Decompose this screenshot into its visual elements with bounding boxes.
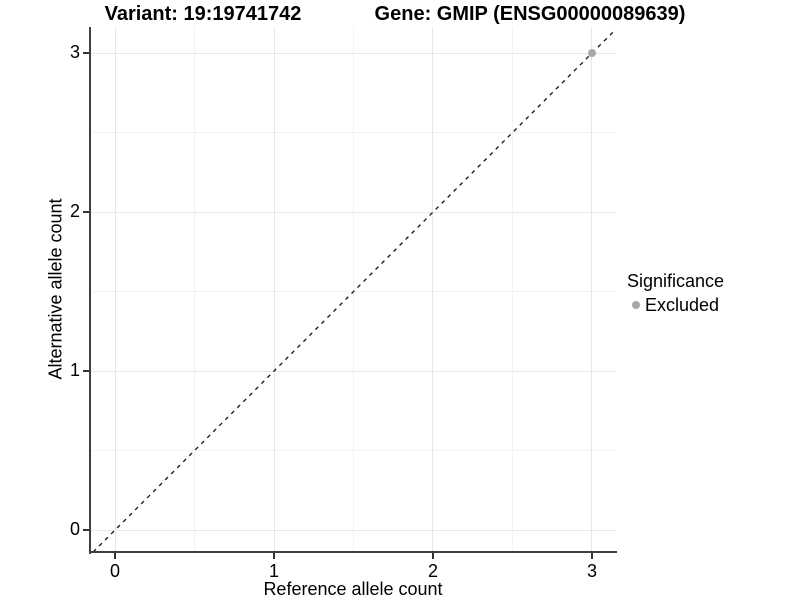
legend-swatch-icon [632, 301, 640, 309]
y-major-gridline [91, 211, 616, 213]
x-tick-label: 2 [427, 561, 438, 581]
legend: Significance Excluded [627, 271, 724, 316]
x-tick-mark [591, 553, 593, 559]
x-axis-title: Reference allele count [263, 579, 443, 599]
x-major-gridline [432, 27, 434, 552]
legend-item-label: Excluded [645, 294, 720, 315]
x-tick-label: 3 [586, 561, 597, 581]
y-tick-mark [83, 52, 89, 54]
y-tick-label: 0 [69, 519, 80, 540]
y-minor-gridline [91, 132, 616, 134]
y-axis-title: Alternative allele count [45, 198, 66, 380]
x-tick-mark [432, 553, 434, 559]
plot-title-gene: Gene: GMIP (ENSG00000089639) [374, 3, 686, 25]
plot-panel [91, 27, 616, 552]
x-minor-gridline [511, 27, 513, 552]
x-tick-label: 1 [268, 561, 279, 581]
x-axis-line [89, 551, 617, 553]
legend-title: Significance [627, 271, 725, 291]
y-major-gridline [91, 370, 616, 372]
y-tick-label: 1 [69, 360, 80, 381]
x-tick-mark [114, 553, 116, 559]
x-tick-mark [273, 553, 275, 559]
y-axis-line [89, 27, 91, 554]
y-minor-gridline [91, 450, 616, 452]
identity-dashed-line [92, 28, 616, 552]
legend-item: Excluded [627, 294, 724, 316]
y-major-gridline [91, 529, 616, 531]
y-tick-mark [83, 370, 89, 372]
y-tick-label: 2 [69, 201, 80, 222]
x-major-gridline [273, 27, 275, 552]
y-tick-label: 3 [69, 42, 80, 63]
plot-title-variant: Variant: 19:19741742 [104, 3, 302, 25]
x-major-gridline [591, 27, 593, 552]
x-tick-label: 0 [109, 561, 120, 581]
y-major-gridline [91, 52, 616, 54]
x-minor-gridline [353, 27, 354, 552]
data-point [587, 49, 596, 58]
y-tick-mark [83, 211, 89, 213]
y-tick-mark [83, 529, 89, 531]
x-minor-gridline [194, 27, 195, 552]
x-major-gridline [114, 27, 116, 552]
